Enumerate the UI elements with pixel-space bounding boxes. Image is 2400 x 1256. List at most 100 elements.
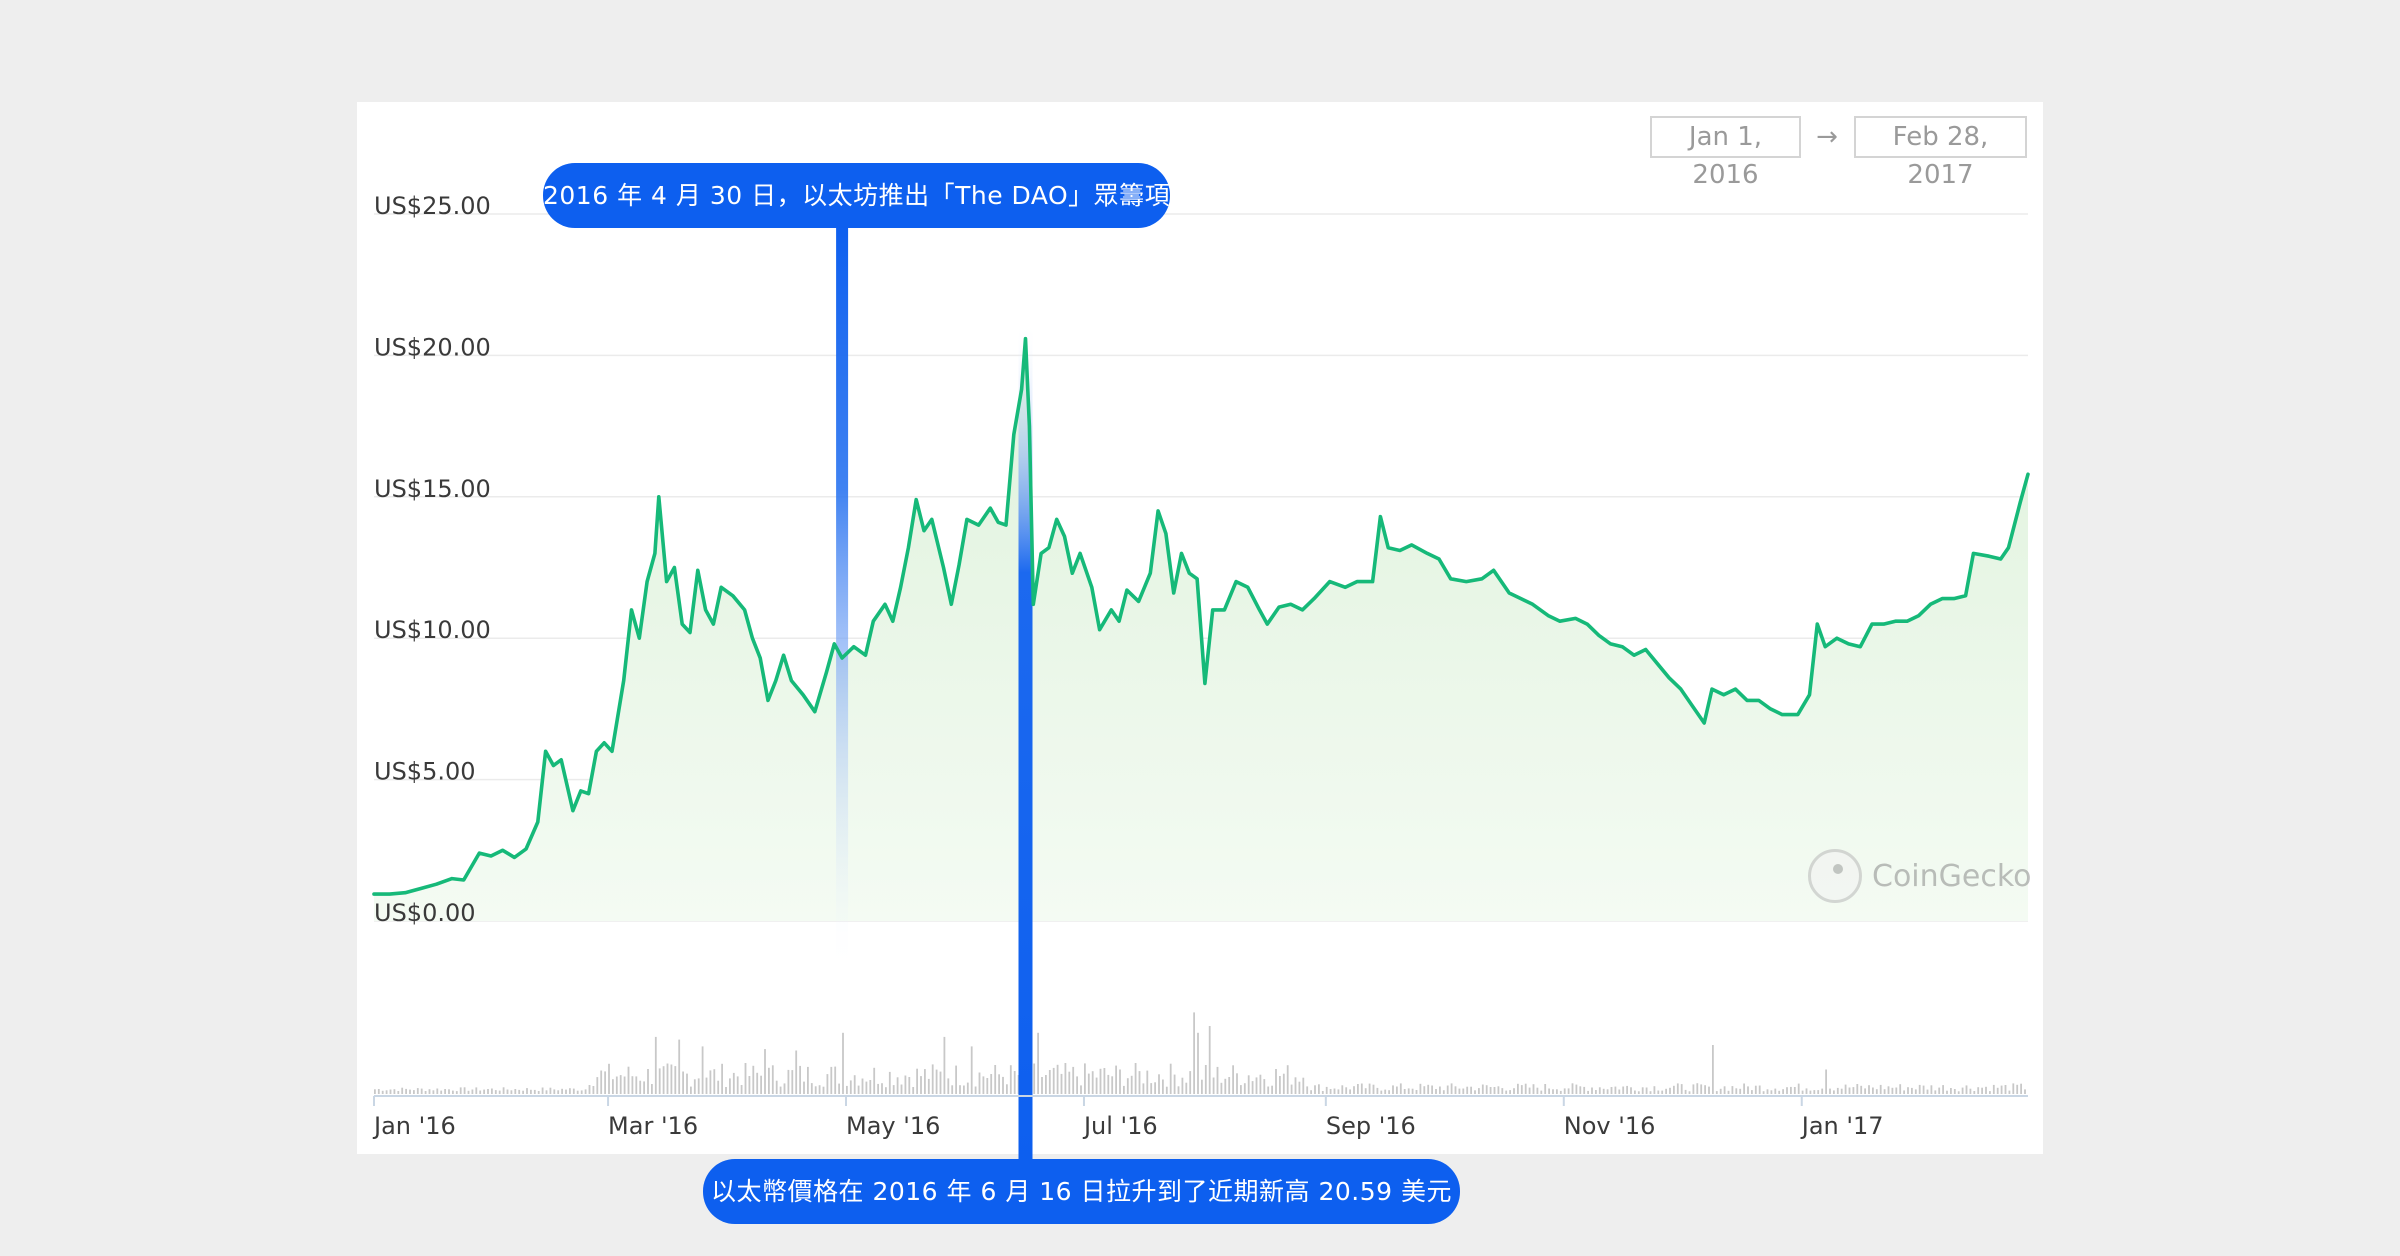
- volume-bar: [1045, 1075, 1047, 1094]
- volume-bar: [654, 1036, 657, 1094]
- volume-bar: [413, 1090, 415, 1094]
- volume-bar: [1041, 1077, 1043, 1094]
- volume-bar: [1458, 1088, 1461, 1094]
- volume-bar: [1528, 1087, 1531, 1094]
- volume-bar: [1435, 1089, 1437, 1094]
- volume-bar: [1294, 1077, 1297, 1094]
- volume-bar: [1150, 1083, 1153, 1094]
- volume-bar: [1548, 1088, 1550, 1094]
- watermark-text: CoinGecko: [1872, 858, 2032, 894]
- volume-bar: [1033, 1063, 1036, 1094]
- volume-bar: [849, 1080, 852, 1094]
- volume-bar: [1107, 1074, 1110, 1094]
- volume-bar: [857, 1085, 860, 1094]
- volume-bar: [814, 1086, 817, 1094]
- volume-bar: [1786, 1087, 1788, 1094]
- volume-bar: [514, 1089, 517, 1094]
- y-tick-label: US$0.00: [374, 899, 476, 927]
- volume-bar: [908, 1077, 911, 1094]
- volume-bar: [1411, 1088, 1414, 1094]
- volume-bar: [1407, 1088, 1410, 1094]
- volume-bar: [924, 1069, 926, 1094]
- volume-bar: [549, 1087, 552, 1094]
- volume-bar: [1142, 1083, 1145, 1094]
- volume-bar: [1485, 1085, 1488, 1094]
- volume-bar: [1130, 1075, 1133, 1094]
- volume-bar: [1173, 1074, 1176, 1094]
- volume-bar: [1669, 1087, 1671, 1094]
- volume-bar: [830, 1066, 833, 1094]
- y-tick-label: US$20.00: [374, 333, 491, 361]
- volume-bar: [697, 1078, 700, 1094]
- volume-bar: [428, 1089, 431, 1094]
- volume-bar: [1942, 1085, 1944, 1094]
- coingecko-logo-icon: [1808, 849, 1862, 903]
- dao-launch-callout: 2016 年 4 月 30 日，以太坊推出「The DAO」眾籌項目: [543, 163, 1195, 228]
- volume-bar: [405, 1088, 407, 1094]
- volume-bar: [1306, 1086, 1309, 1094]
- volume-bar: [2008, 1090, 2011, 1094]
- volume-bar: [1946, 1090, 1948, 1094]
- volume-bar: [1360, 1083, 1363, 1094]
- volume-bar: [1715, 1091, 1718, 1094]
- volume-bar: [424, 1091, 427, 1094]
- volume-bar: [873, 1067, 876, 1094]
- volume-bar: [963, 1085, 965, 1094]
- volume-bar: [483, 1089, 485, 1094]
- volume-bar: [1813, 1090, 1816, 1094]
- volume-bar: [1875, 1089, 1878, 1094]
- volume-bar: [1103, 1068, 1106, 1094]
- volume-bar: [1712, 1045, 1714, 1094]
- volume-bar: [1185, 1082, 1188, 1094]
- volume-bar: [1833, 1090, 1835, 1094]
- volume-bar: [467, 1090, 470, 1094]
- volume-bar: [752, 1065, 755, 1094]
- volume-bar: [1134, 1063, 1137, 1094]
- volume-bar: [1279, 1076, 1281, 1094]
- volume-bar: [1583, 1086, 1586, 1094]
- date-range-end-input[interactable]: Feb 28, 2017: [1854, 116, 2027, 190]
- volume-bar: [1204, 1065, 1207, 1094]
- volume-bar: [861, 1078, 864, 1094]
- volume-bar: [1076, 1076, 1078, 1094]
- volume-bar: [1903, 1090, 1905, 1094]
- volume-bar: [1115, 1065, 1117, 1094]
- volume-bar: [612, 1079, 614, 1094]
- volume-bar: [853, 1075, 856, 1094]
- volume-bar: [1934, 1090, 1937, 1094]
- volume-bar: [678, 1039, 681, 1094]
- volume-bar: [1357, 1084, 1359, 1094]
- volume-bar: [1255, 1077, 1258, 1094]
- volume-bar: [1064, 1063, 1067, 1094]
- volume-bar: [1556, 1089, 1558, 1094]
- volume-bar: [1676, 1083, 1679, 1094]
- volume-bar: [1696, 1083, 1699, 1094]
- volume-bar: [608, 1063, 610, 1094]
- date-range-start-input[interactable]: Jan 1, 2016: [1650, 116, 1801, 190]
- volume-bar: [592, 1086, 595, 1094]
- volume-bar: [732, 1072, 735, 1094]
- volume-bar: [834, 1066, 837, 1094]
- x-tick-label: Mar '16: [608, 1112, 698, 1140]
- volume-bar: [487, 1089, 489, 1094]
- volume-bar: [623, 1076, 626, 1094]
- volume-bar: [935, 1069, 938, 1094]
- volume-bar: [1540, 1090, 1543, 1094]
- volume-bar: [1333, 1088, 1336, 1094]
- volume-bar: [615, 1076, 618, 1094]
- volume-bar: [1887, 1086, 1890, 1094]
- volume-bar: [1634, 1090, 1636, 1094]
- volume-bar: [1392, 1085, 1394, 1094]
- volume-bar: [1220, 1082, 1223, 1094]
- volume-bar: [1657, 1090, 1660, 1094]
- volume-bar: [377, 1089, 380, 1094]
- volume-bar: [927, 1078, 930, 1094]
- volume-bar: [1559, 1090, 1562, 1094]
- volume-bar: [600, 1070, 603, 1094]
- volume-bar: [389, 1089, 392, 1094]
- volume-bar: [385, 1090, 388, 1094]
- volume-bar: [1626, 1085, 1628, 1094]
- volume-bar: [506, 1089, 509, 1094]
- volume-bar: [1598, 1087, 1601, 1094]
- volume-bar: [1247, 1075, 1250, 1094]
